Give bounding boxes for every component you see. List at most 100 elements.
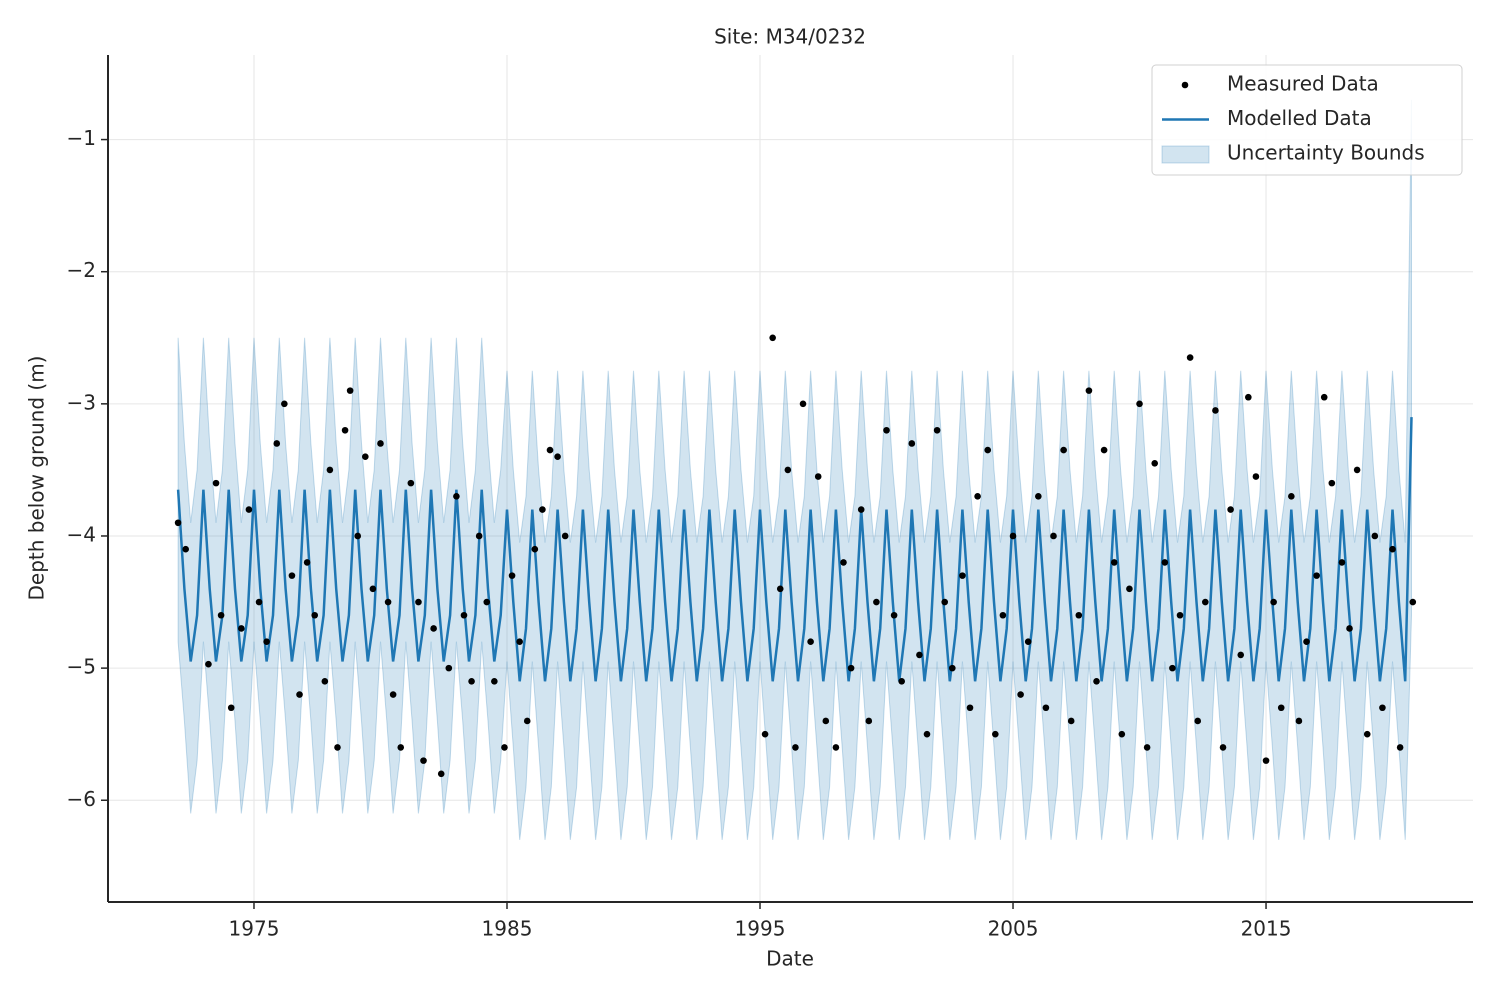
measured-point <box>523 717 531 725</box>
measured-point <box>784 466 792 474</box>
x-tick-label: 2005 <box>988 917 1039 941</box>
measured-point <box>1288 493 1295 500</box>
measured-point <box>341 426 349 434</box>
measured-point <box>420 757 427 764</box>
measured-point <box>1379 704 1386 712</box>
measured-point <box>1409 598 1417 606</box>
measured-point <box>1110 559 1118 566</box>
y-tick-label: −5 <box>67 655 96 679</box>
measured-point <box>1219 744 1227 751</box>
y-axis-label: Depth below ground (m) <box>25 356 49 601</box>
measured-point <box>334 744 341 751</box>
uncertainty-band <box>177 99 1412 840</box>
measured-point <box>1389 545 1396 553</box>
measured-point <box>445 664 453 672</box>
measured-point <box>776 585 784 593</box>
y-tick-label: −4 <box>67 522 96 546</box>
measured-point <box>1212 407 1219 414</box>
measured-point <box>1252 473 1260 480</box>
measured-point <box>1270 598 1277 606</box>
measured-point <box>814 473 822 480</box>
measured-point <box>1328 479 1336 487</box>
measured-point <box>554 453 561 460</box>
x-tick-label: 1985 <box>482 917 533 941</box>
measured-point <box>483 598 491 606</box>
measured-point <box>908 440 916 447</box>
measured-point <box>959 572 966 579</box>
measured-point <box>1042 704 1050 712</box>
measured-point <box>531 545 539 553</box>
measured-point <box>362 453 369 460</box>
measured-point <box>205 660 212 668</box>
legend-marker <box>1181 81 1189 89</box>
measured-point <box>321 678 329 685</box>
y-tick-label: −2 <box>67 258 96 282</box>
measured-point <box>769 334 776 342</box>
measured-point <box>1118 730 1126 738</box>
measured-point <box>807 638 814 645</box>
measured-point <box>1050 532 1057 540</box>
measured-point <box>966 704 974 712</box>
grid <box>108 55 1473 902</box>
measured-point <box>1067 717 1075 725</box>
measured-point <box>916 651 923 659</box>
measured-point <box>1277 704 1285 712</box>
measured-point <box>263 638 270 645</box>
measured-point <box>1075 611 1083 619</box>
measured-point <box>847 664 855 672</box>
measured-point <box>415 598 422 606</box>
measured-point <box>1303 638 1310 645</box>
measured-point <box>238 625 245 632</box>
measured-point <box>923 730 931 738</box>
measured-point <box>1169 664 1176 672</box>
measured-point <box>437 770 445 778</box>
measured-point <box>840 559 847 566</box>
measured-point <box>1194 717 1202 725</box>
x-tick-label: 1975 <box>229 917 280 941</box>
measured-point <box>561 532 569 540</box>
measured-point <box>792 744 799 751</box>
legend-label: Modelled Data <box>1227 106 1372 130</box>
measured-point <box>799 400 807 408</box>
measured-point <box>354 532 362 540</box>
measured-point <box>1085 387 1093 394</box>
measured-point <box>245 506 253 513</box>
measured-point <box>1295 717 1303 725</box>
measured-point <box>1035 493 1042 500</box>
measured-point <box>296 691 303 698</box>
legend-marker <box>1161 145 1210 164</box>
measured-point <box>941 598 949 606</box>
measured-point <box>1024 638 1032 645</box>
measured-point <box>822 717 830 725</box>
measured-point <box>384 598 392 606</box>
x-tick-label: 1995 <box>735 917 786 941</box>
measured-point <box>865 717 873 725</box>
measured-point <box>1009 532 1017 540</box>
measured-point <box>857 506 865 513</box>
measured-point <box>227 704 235 712</box>
measured-point <box>346 387 354 394</box>
x-axis-label: Date <box>766 947 814 971</box>
measured-point <box>303 559 311 566</box>
measured-point <box>1313 572 1320 579</box>
chart-title: Site: M34/0232 <box>714 25 866 49</box>
measured-point <box>1176 611 1184 619</box>
measured-point <box>1202 598 1209 606</box>
legend-box <box>1151 64 1463 176</box>
measured-point <box>430 625 437 632</box>
measured-point <box>1100 446 1108 454</box>
measured-point <box>468 678 475 685</box>
measured-point <box>1017 691 1024 698</box>
measured-point <box>369 585 377 593</box>
y-tick-label: −1 <box>67 126 96 150</box>
measured-point <box>1151 460 1159 467</box>
measured-point <box>883 426 890 434</box>
measured-point <box>217 611 225 619</box>
measured-point <box>475 532 483 540</box>
measured-point <box>1093 678 1100 685</box>
measured-point <box>397 744 405 751</box>
measured-point <box>933 426 941 434</box>
y-tick-label: −3 <box>67 390 96 414</box>
measured-point <box>460 611 468 619</box>
